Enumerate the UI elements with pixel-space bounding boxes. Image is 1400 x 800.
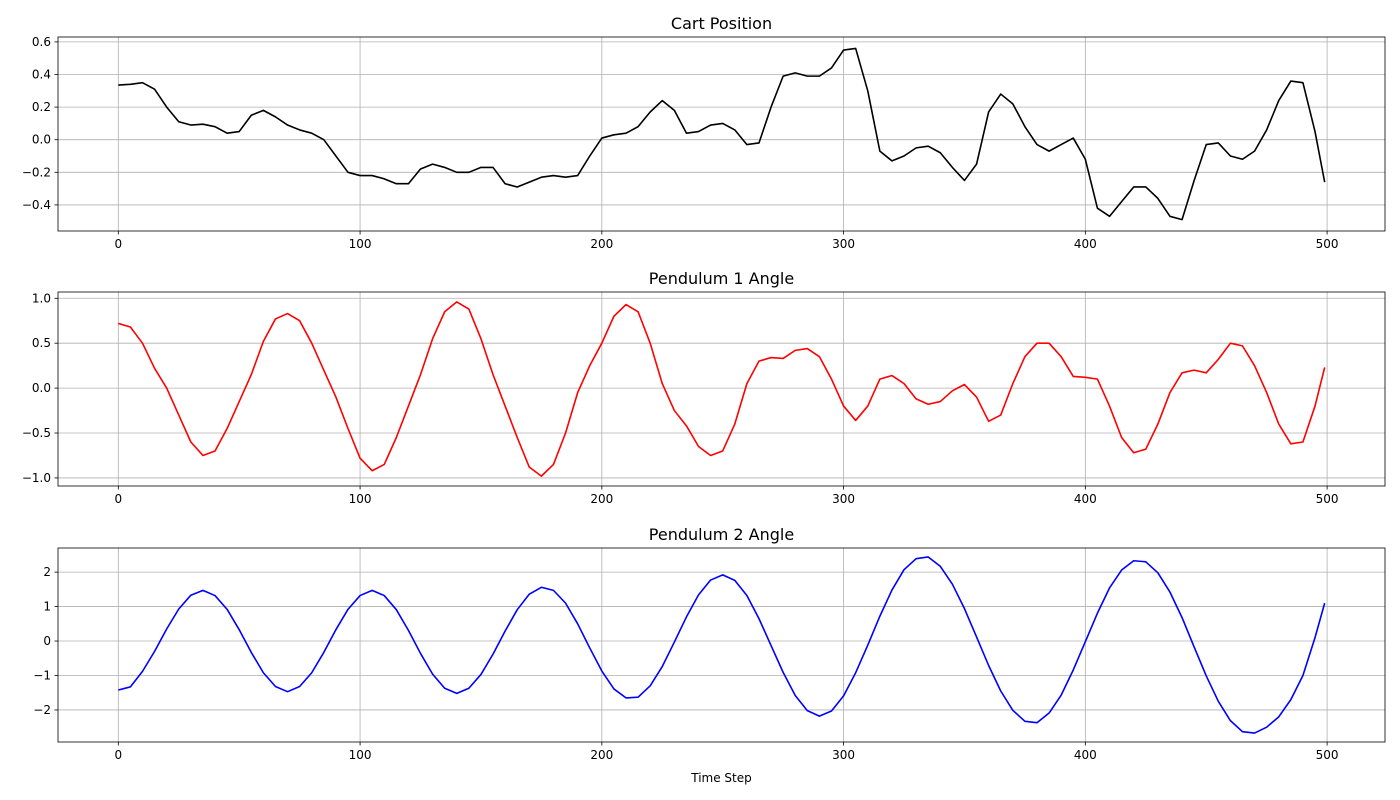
y-tick-label: 2 bbox=[43, 565, 51, 579]
x-tick-label: 0 bbox=[114, 748, 122, 762]
chart-title: Pendulum 2 Angle bbox=[649, 525, 794, 544]
y-tick-label: −2 bbox=[33, 703, 51, 717]
y-tick-label: 0.2 bbox=[32, 100, 51, 114]
x-tick-label: 500 bbox=[1316, 237, 1339, 251]
axes-frame bbox=[57, 291, 1386, 487]
y-tick-label: 0.4 bbox=[32, 67, 51, 81]
y-tick-label: 1 bbox=[43, 600, 51, 614]
y-tick-label: 0 bbox=[43, 634, 51, 648]
y-tick-label: 1.0 bbox=[32, 291, 51, 305]
data-line bbox=[118, 47, 1326, 221]
y-tick-label: −1.0 bbox=[22, 471, 51, 485]
chart-title: Cart Position bbox=[671, 14, 772, 33]
y-tick-label: 0.0 bbox=[32, 133, 51, 147]
data-line bbox=[118, 301, 1326, 477]
x-tick-label: 100 bbox=[349, 237, 372, 251]
x-tick-label: 400 bbox=[1074, 492, 1097, 506]
x-tick-label: 300 bbox=[832, 748, 855, 762]
y-tick-label: −1 bbox=[33, 668, 51, 682]
y-tick-label: −0.5 bbox=[22, 426, 51, 440]
y-tick-label: 0.6 bbox=[32, 35, 51, 49]
axes-frame bbox=[57, 36, 1386, 232]
x-axis-label: Time Step bbox=[690, 771, 752, 785]
y-tick-label: −0.2 bbox=[22, 165, 51, 179]
x-tick-label: 0 bbox=[114, 237, 122, 251]
x-tick-label: 100 bbox=[349, 748, 372, 762]
y-tick-label: −0.4 bbox=[22, 198, 51, 212]
x-tick-label: 300 bbox=[832, 237, 855, 251]
x-tick-label: 500 bbox=[1316, 748, 1339, 762]
x-tick-label: 0 bbox=[114, 492, 122, 506]
y-tick-label: 0.0 bbox=[32, 381, 51, 395]
axes-frame bbox=[57, 547, 1386, 743]
x-tick-label: 300 bbox=[832, 492, 855, 506]
y-tick-label: 0.5 bbox=[32, 336, 51, 350]
x-tick-label: 200 bbox=[590, 237, 613, 251]
x-tick-label: 400 bbox=[1074, 237, 1097, 251]
x-tick-label: 100 bbox=[349, 492, 372, 506]
x-tick-label: 400 bbox=[1074, 748, 1097, 762]
x-tick-label: 200 bbox=[590, 748, 613, 762]
x-tick-label: 500 bbox=[1316, 492, 1339, 506]
data-line bbox=[118, 556, 1326, 734]
x-tick-label: 200 bbox=[590, 492, 613, 506]
chart-title: Pendulum 1 Angle bbox=[649, 269, 794, 288]
